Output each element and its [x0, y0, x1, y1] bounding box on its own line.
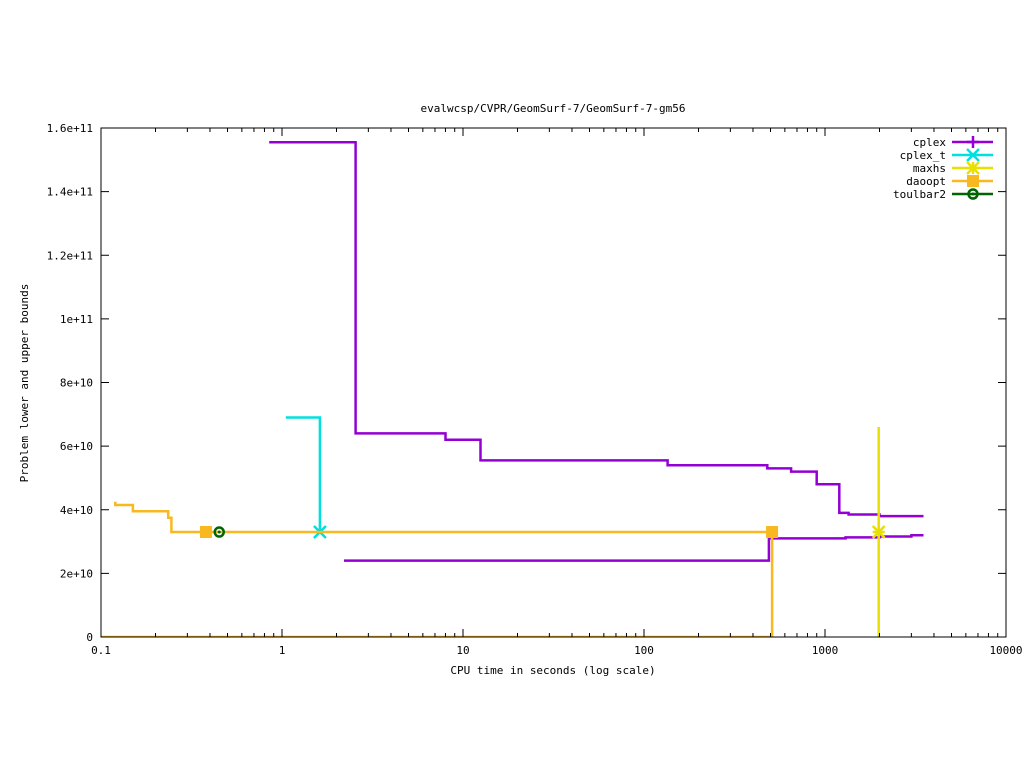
y-tick-label: 1.6e+11	[47, 122, 93, 135]
series-line	[269, 141, 924, 518]
legend-item: toulbar2	[893, 188, 993, 201]
legend-label: cplex	[913, 136, 946, 149]
data-point	[871, 525, 886, 539]
y-tick-label: 0	[86, 631, 93, 644]
y-tick-label: 1.4e+11	[47, 186, 93, 199]
legend-item: cplex_t	[900, 148, 993, 162]
legend-marker	[967, 136, 979, 148]
series-cplex-t	[285, 416, 327, 539]
x-tick-label: 1000	[812, 644, 839, 657]
series-maxhs	[871, 427, 886, 637]
series-daoopt	[101, 501, 779, 637]
legend-marker	[967, 175, 979, 187]
series-line	[101, 501, 774, 637]
legend-label: toulbar2	[893, 188, 946, 201]
series-toulbar2	[213, 526, 225, 538]
legend-label: daoopt	[906, 175, 946, 188]
data-point	[213, 526, 225, 538]
x-tick-label: 0.1	[91, 644, 111, 657]
x-tick-label: 10000	[989, 644, 1022, 657]
data-point	[766, 526, 779, 539]
legend-item: cplex	[913, 136, 993, 149]
y-tick-label: 1.2e+11	[47, 249, 93, 262]
legend-label: maxhs	[913, 162, 946, 175]
x-tick-label: 1	[279, 644, 286, 657]
y-tick-label: 1e+11	[60, 313, 93, 326]
series-line	[285, 416, 322, 532]
legend-item: daoopt	[906, 175, 993, 188]
y-tick-label: 2e+10	[60, 567, 93, 580]
legend-marker	[966, 161, 980, 175]
x-axis: 0.1 1 10 100 1000 10000	[91, 128, 1023, 657]
chart-title: evalwcsp/CVPR/GeomSurf-7/GeomSurf-7-gm56	[421, 102, 686, 115]
legend-item: maxhs	[913, 161, 993, 175]
plot-area	[101, 141, 924, 637]
series-cplex	[269, 141, 924, 562]
y-tick-label: 4e+10	[60, 504, 93, 517]
legend-marker	[966, 148, 980, 162]
x-axis-label: CPU time in seconds (log scale)	[450, 664, 655, 677]
legend-marker	[967, 188, 979, 200]
y-axis-label: Problem lower and upper bounds	[18, 284, 31, 483]
y-tick-label: 8e+10	[60, 377, 93, 390]
x-tick-label: 100	[634, 644, 654, 657]
series-line	[344, 533, 924, 562]
y-axis: 0 2e+10 4e+10 6e+10 8e+10 1e+11 1.2e+11 1.4e+11…	[47, 122, 1006, 644]
x-tick-label: 10	[456, 644, 469, 657]
data-point	[199, 526, 212, 539]
legend-label: cplex_t	[900, 149, 946, 162]
y-tick-label: 6e+10	[60, 440, 93, 453]
